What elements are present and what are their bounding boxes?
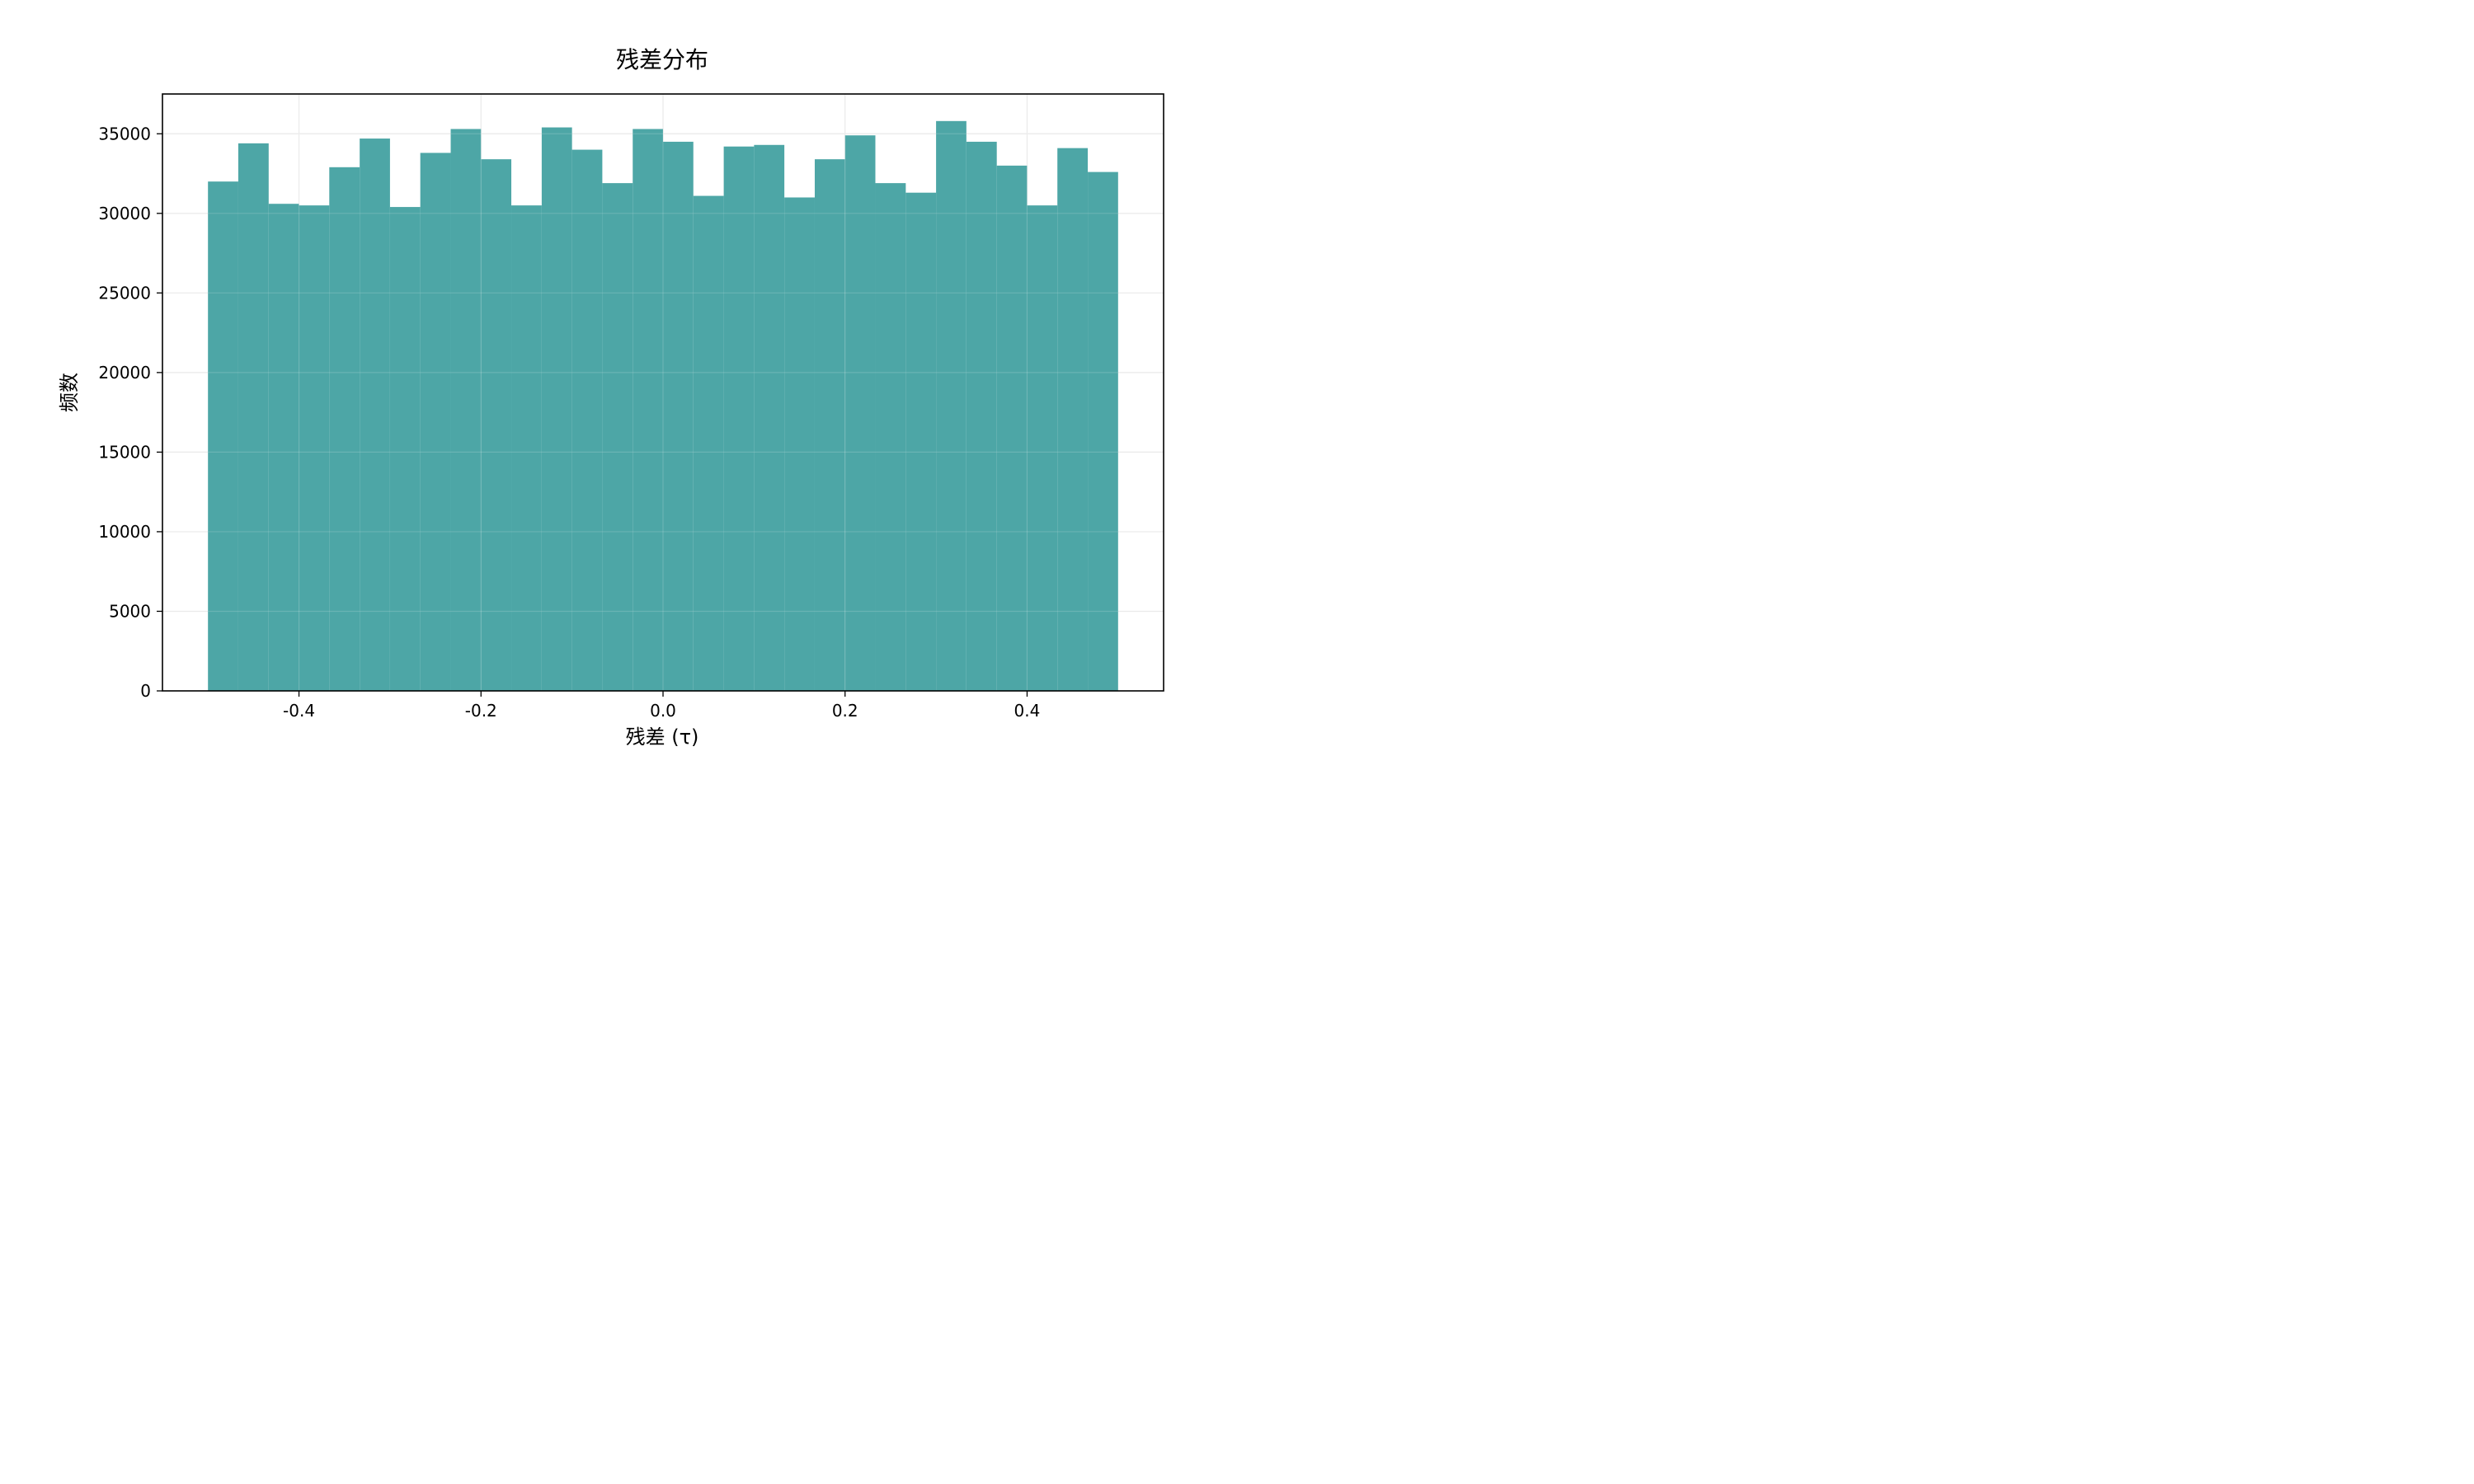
ticks-layer: -0.4 -0.2 0.0 0.2 0.4 0 5000 10000 15000 20000 250… (98, 124, 1040, 721)
histogram-bar-22 (844, 135, 876, 691)
bars-layer (208, 120, 1118, 692)
y-tick-label: 15000 (98, 442, 151, 462)
histogram-bar-26 (966, 141, 997, 692)
histogram-bar-17 (693, 195, 724, 691)
x-tick-label: 0.2 (832, 701, 858, 721)
histogram-bar-15 (633, 129, 663, 691)
histogram-bar-20 (784, 197, 815, 691)
plot-area-border (162, 93, 1164, 692)
histogram-bar-1 (208, 181, 238, 692)
x-tick-label: -0.4 (283, 701, 315, 721)
y-tick-label: 10000 (98, 522, 151, 542)
y-axis-label: 频数 (58, 373, 81, 412)
y-tick-label: 20000 (98, 363, 151, 383)
histogram-chart: 残差分布 -0.4 -0.2 0.0 0.2 0.4 0 5000 10000 15000 200… (0, 0, 1272, 763)
histogram-bar-7 (389, 207, 421, 691)
histogram-bar-24 (905, 192, 937, 691)
histogram-bar-23 (875, 183, 906, 692)
histogram-bar-9 (450, 129, 482, 691)
histogram-bar-30 (1088, 171, 1118, 691)
chart-title: 残差分布 (616, 46, 708, 73)
histogram-bar-2 (238, 143, 269, 692)
x-tick-label: 0.4 (1014, 701, 1041, 721)
histogram-bar-13 (571, 149, 603, 691)
histogram-bar-28 (1027, 205, 1058, 691)
y-tick-label: 30000 (98, 204, 151, 223)
histogram-bar-8 (420, 153, 451, 691)
histogram-bar-5 (329, 167, 360, 691)
histogram-bar-25 (936, 120, 967, 691)
y-tick-label: 5000 (109, 601, 151, 621)
histogram-bar-27 (996, 165, 1028, 691)
x-tick-label: -0.2 (465, 701, 497, 721)
x-tick-label: 0.0 (650, 701, 676, 721)
histogram-bar-14 (602, 183, 633, 692)
histogram-bar-29 (1057, 148, 1089, 691)
histogram-bar-21 (814, 159, 845, 691)
histogram-bar-11 (511, 205, 542, 691)
histogram-bar-3 (268, 204, 299, 691)
histogram-bar-19 (754, 144, 785, 692)
histogram-bar-10 (481, 159, 512, 691)
histogram-bar-16 (663, 141, 694, 692)
histogram-bar-6 (360, 139, 390, 692)
overlay-grid-layer (162, 94, 1164, 692)
histogram-bar-12 (541, 127, 572, 691)
y-tick-label: 35000 (98, 124, 151, 143)
histogram-bar-18 (723, 146, 755, 691)
x-axis-label: 残差 (τ) (626, 726, 699, 749)
y-tick-label: 25000 (98, 283, 151, 303)
histogram-bar-4 (299, 205, 330, 691)
y-tick-label: 0 (140, 681, 151, 701)
